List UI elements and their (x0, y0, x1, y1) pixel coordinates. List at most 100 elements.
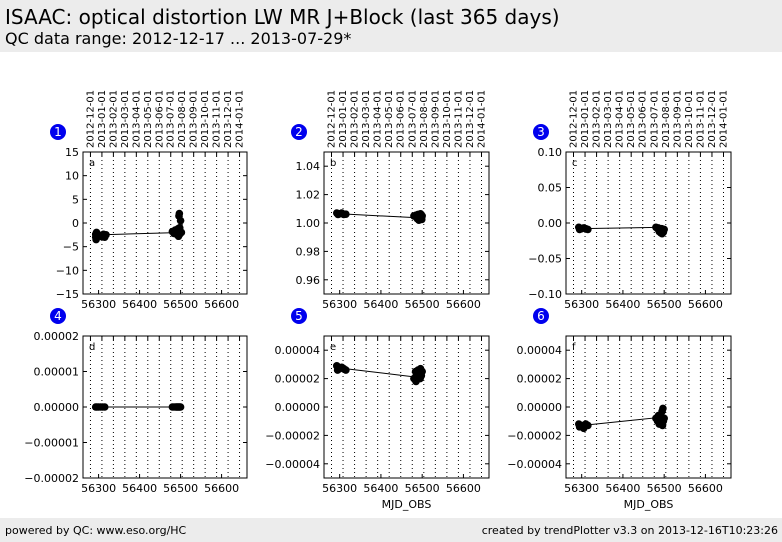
chart-3-date-tick-label: 2014-01-01 (719, 90, 730, 148)
chart-6-data-point (584, 421, 592, 430)
chart-2-date-tick-label: 2013-01-01 (338, 90, 349, 148)
chart-5-badge-circle (291, 308, 307, 324)
chart-5-trend-line (339, 367, 423, 379)
chart-1-badge-circle (50, 124, 66, 140)
chart-1-date-tick-label: 2012-12-01 (85, 90, 96, 148)
chart-2-x-tick-label: 56600 (446, 298, 481, 311)
chart-4-y-tick-label: 0.00000 (34, 401, 80, 414)
chart-4-x-tick-label: 56300 (81, 482, 116, 495)
chart-6-badge-number: 6 (537, 309, 545, 323)
footer-bar: powered by QC: www.eso.org/HC created by… (0, 518, 782, 542)
chart-4-y-tick-label: −0.00002 (24, 472, 79, 485)
chart-1-date-tick-label: 2013-12-01 (223, 90, 234, 148)
chart-3-data-point (654, 224, 663, 232)
chart-5-panel-letter: e (330, 342, 336, 353)
chart-2-date-tick-label: 2013-06-01 (396, 90, 407, 148)
chart-3-date-tick-label: 2013-04-01 (615, 90, 626, 148)
chart-1-data-point (172, 230, 181, 238)
chart-4-x-tick-label: 56500 (163, 482, 198, 495)
chart-1-date-tick-label: 2013-06-01 (154, 90, 165, 148)
chart-2-y-tick-label: 1.02 (296, 189, 321, 202)
chart-2-y-tick-label: 1.00 (296, 217, 321, 230)
page-subtitle: QC data range: 2012-12-17 ... 2013-07-29… (5, 29, 352, 48)
chart-2-x-tick-label: 56500 (405, 298, 440, 311)
chart-3-frame (565, 151, 732, 295)
chart-3-date-tick-label: 2013-11-01 (695, 90, 706, 148)
chart-3-date-tick-label: 2013-01-01 (580, 90, 591, 148)
chart-1-date-tick-label: 2013-07-01 (166, 90, 177, 148)
chart-6-x-tick-label: 56500 (647, 482, 682, 495)
chart-4-y-tick-label: −0.00001 (24, 437, 79, 450)
chart-5-x-tick-label: 56300 (322, 482, 357, 495)
chart-1-y-tick-label: 15 (65, 146, 79, 159)
chart-2-date-tick-label: 2014-01-01 (477, 90, 488, 148)
chart-1-y-tick-label: 0 (72, 217, 79, 230)
chart-1-date-tick-label: 2013-04-01 (131, 90, 142, 148)
chart-6-data-point (660, 414, 668, 423)
chart-1-badge-number: 1 (54, 125, 62, 139)
chart-2-date-tick-label: 2013-11-01 (453, 90, 464, 148)
chart-3-x-tick-label: 56600 (688, 298, 723, 311)
chart-4-x-tick-label: 56400 (122, 482, 157, 495)
chart-3-date-tick-label: 2013-07-01 (649, 90, 660, 148)
chart-1-trend-line (98, 231, 181, 236)
chart-2-y-tick-label: 0.98 (296, 245, 321, 258)
chart-2-date-tick-label: 2013-09-01 (430, 90, 441, 148)
chart-4-badge-circle (50, 308, 66, 324)
chart-2-date-tick-label: 2013-12-01 (465, 90, 476, 148)
chart-3-date-tick-label: 2013-02-01 (592, 90, 603, 148)
chart-5-y-tick-label: 0.00000 (275, 401, 321, 414)
page-title: ISAAC: optical distortion LW MR J+Block … (5, 5, 560, 29)
chart-5-y-tick-label: 0.00002 (275, 373, 321, 386)
chart-2-date-tick-label: 2013-10-01 (442, 90, 453, 148)
chart-3-date-tick-label: 2013-12-01 (707, 90, 718, 148)
chart-5-y-tick-label: −0.00004 (265, 458, 320, 471)
chart-2-date-tick-label: 2013-08-01 (419, 90, 430, 148)
chart-1-x-tick-label: 56400 (122, 298, 157, 311)
chart-3-y-tick-label: −0.10 (528, 288, 562, 301)
chart-3-date-tick-label: 2013-06-01 (638, 90, 649, 148)
footer-generator: created by trendPlotter v3.3 on 2013-12-… (481, 524, 778, 537)
chart-3-badge-number: 3 (537, 125, 545, 139)
chart-3-data-point (584, 225, 592, 234)
chart-1-data-point (102, 231, 110, 239)
chart-6-y-tick-label: 0.00002 (517, 373, 563, 386)
chart-2-y-tick-label: 1.04 (296, 160, 321, 173)
chart-6-panel-letter: f (572, 342, 576, 353)
chart-6-data-point (659, 404, 667, 413)
chart-5-x-tick-label: 56600 (446, 482, 481, 495)
chart-4-y-tick-label: 0.00001 (34, 366, 80, 379)
chart-1-y-tick-label: −10 (56, 264, 79, 277)
chart-1-frame (82, 151, 248, 295)
chart-5-data-point (416, 374, 424, 383)
chart-3-y-tick-label: −0.05 (528, 253, 562, 266)
chart-4-data-point (100, 403, 109, 411)
chart-1-data-point (175, 209, 184, 218)
chart-3-x-tick-label: 56300 (564, 298, 599, 311)
chart-3-date-tick-label: 2013-10-01 (684, 90, 695, 148)
chart-6-y-tick-label: −0.00002 (507, 429, 562, 442)
chart-4-x-tick-label: 56600 (204, 482, 239, 495)
chart-2-date-tick-label: 2013-05-01 (384, 90, 395, 148)
chart-5-badge-number: 5 (295, 309, 303, 323)
chart-1-data-point (176, 216, 185, 225)
chart-6-x-tick-label: 56400 (605, 482, 640, 495)
chart-3-date-tick-label: 2013-03-01 (603, 90, 614, 148)
chart-2-y-tick-label: 0.96 (296, 274, 321, 287)
chart-3-x-tick-label: 56500 (647, 298, 682, 311)
chart-3-y-tick-label: 0.10 (538, 146, 563, 159)
chart-6-trend-line (581, 416, 665, 426)
chart-1-y-tick-label: 10 (65, 170, 79, 183)
chart-1-date-tick-label: 2013-08-01 (177, 90, 188, 148)
chart-2-panel-letter: b (330, 158, 336, 169)
chart-1-y-tick-label: 5 (72, 193, 79, 206)
chart-2-x-tick-label: 56400 (363, 298, 398, 311)
chart-2-frame (323, 151, 490, 295)
chart-1-panel-letter: a (89, 158, 95, 169)
chart-4-y-tick-label: 0.00002 (34, 330, 80, 343)
chart-5-data-point (342, 366, 350, 374)
chart-4-data-point (176, 403, 185, 411)
header-bar: ISAAC: optical distortion LW MR J+Block … (0, 0, 782, 52)
chart-2-date-tick-label: 2013-04-01 (373, 90, 384, 148)
